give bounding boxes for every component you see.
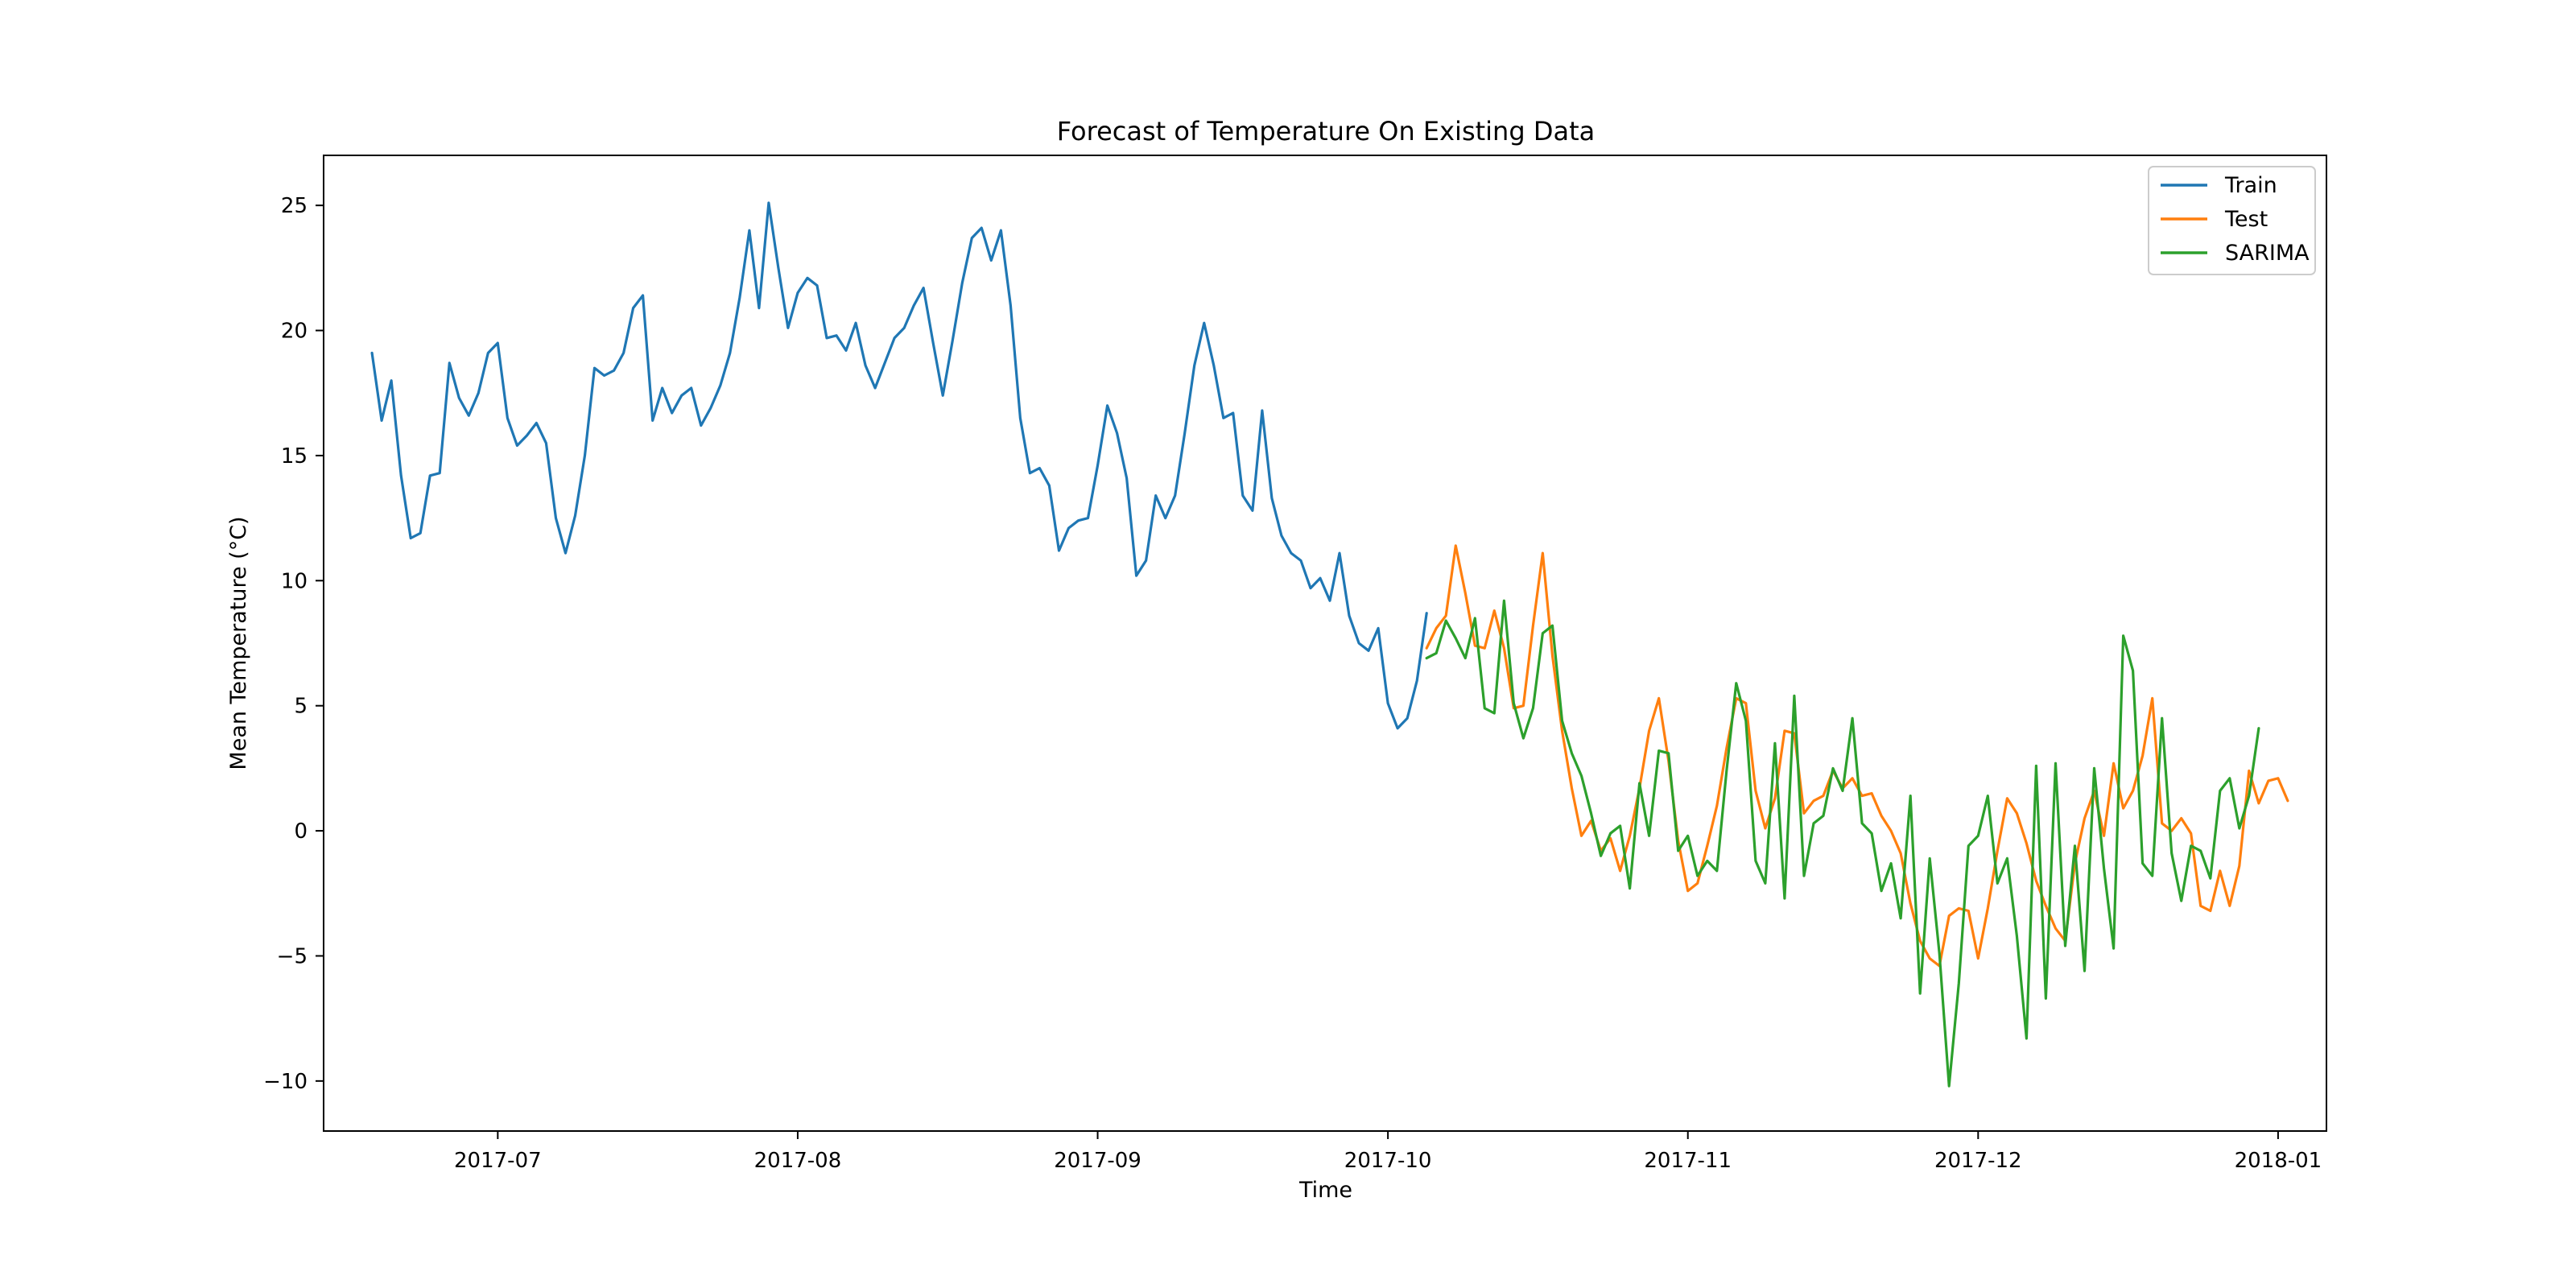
y-tick-label: 15 — [281, 444, 308, 469]
series-train — [370, 201, 1428, 730]
x-tick-label: 2017-08 — [754, 1149, 842, 1173]
series-test — [1425, 544, 2289, 968]
y-tick-label: −10 — [263, 1070, 308, 1094]
x-tick-label: 2017-11 — [1644, 1149, 1732, 1173]
legend-entries: Train Test SARIMA — [2161, 173, 2310, 266]
legend-label-test: Test — [2224, 207, 2268, 232]
x-tick-label: 2018-01 — [2235, 1149, 2322, 1173]
x-axis: 2017-07 2017-08 2017-09 2017-10 2017-11 2017-… — [454, 1131, 2322, 1173]
plot-frame — [323, 155, 2327, 1132]
y-tick-label: 10 — [281, 569, 308, 593]
y-tick-label: 25 — [281, 194, 308, 218]
y-tick-label: 20 — [281, 320, 308, 344]
x-tick-label: 2017-07 — [454, 1149, 542, 1173]
y-axis-label: Mean Temperature (°C) — [226, 516, 251, 770]
x-tick-label: 2017-09 — [1054, 1149, 1141, 1173]
legend-label-train: Train — [2224, 173, 2277, 198]
series-line-test — [1425, 544, 2289, 968]
y-tick-label: −5 — [277, 944, 308, 968]
series-layer — [370, 201, 2289, 1088]
legend: Train Test SARIMA — [2148, 166, 2316, 275]
series-line-sarima — [1425, 599, 2260, 1088]
legend-label-sarima: SARIMA — [2225, 241, 2310, 266]
series-line-train — [370, 201, 1428, 730]
x-tick-label: 2017-12 — [1934, 1149, 2022, 1173]
x-axis-label: Time — [1298, 1178, 1352, 1203]
y-axis: −10 −5 0 5 10 15 20 25 — [263, 194, 324, 1094]
x-tick-label: 2017-10 — [1344, 1149, 1432, 1173]
series-sarima — [1425, 599, 2260, 1088]
y-tick-label: 5 — [294, 695, 308, 719]
chart-title: Forecast of Temperature On Existing Data — [1057, 116, 1595, 147]
y-tick-label: 0 — [294, 819, 308, 844]
legend-box — [2148, 166, 2316, 275]
